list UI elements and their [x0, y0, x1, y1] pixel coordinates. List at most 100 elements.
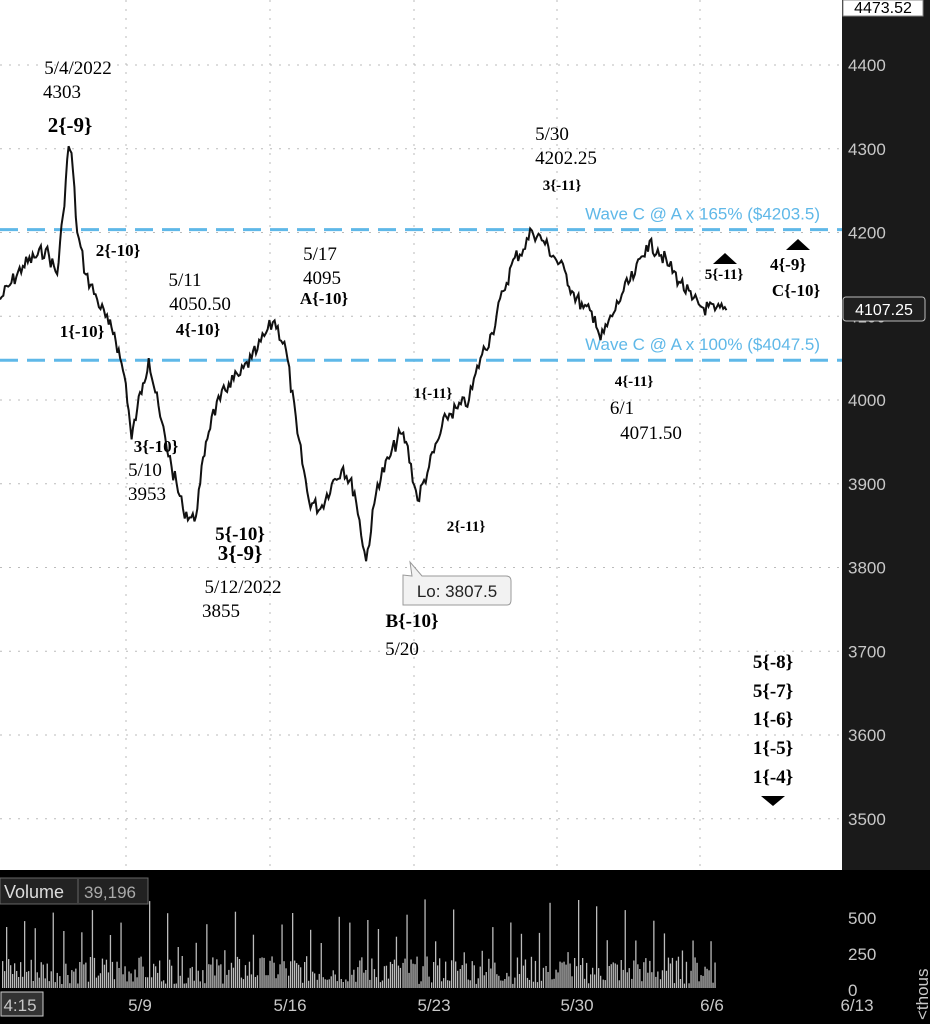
volume-bar — [145, 977, 147, 988]
volume-bar — [216, 959, 218, 988]
volume-bar — [391, 964, 394, 988]
volume-bar — [167, 913, 169, 988]
volume-bar — [140, 956, 142, 988]
volume-bar — [475, 983, 477, 988]
volume-bar — [218, 965, 220, 988]
volume-bar — [683, 983, 686, 988]
volume-bar — [420, 981, 422, 988]
volume-bar — [569, 963, 571, 988]
volume-bar — [694, 957, 696, 988]
volume-bar — [52, 912, 54, 988]
volume-bar — [285, 968, 287, 988]
volume-bar — [95, 977, 98, 988]
volume-bar — [244, 965, 247, 988]
volume-tick-250: 250 — [848, 945, 876, 964]
volume-bar — [345, 979, 347, 988]
volume-bar — [240, 977, 243, 988]
annotation-text: 5/30 — [535, 124, 569, 145]
annotation-text: 1{-5} — [753, 738, 793, 759]
volume-bar — [204, 983, 206, 988]
volume-bar — [6, 927, 8, 988]
volume-bar — [118, 968, 120, 988]
volume-bar — [208, 964, 210, 988]
volume-bar — [63, 931, 65, 988]
y-tick-label: 3600 — [848, 726, 886, 745]
volume-bar — [567, 952, 569, 988]
volume-bar — [177, 947, 179, 988]
volume-bar — [606, 940, 608, 988]
annotation-text: 5{-10} — [215, 524, 265, 545]
volume-bar — [393, 959, 396, 988]
volume-bar — [510, 922, 512, 988]
y-tick-label: 4300 — [848, 140, 886, 159]
volume-bar — [397, 965, 400, 988]
volume-bar — [516, 957, 519, 988]
annotation-text: 1{-4} — [753, 767, 793, 788]
volume-bar — [16, 971, 18, 988]
volume-bar — [498, 975, 500, 988]
volume-bar — [238, 959, 241, 988]
volume-bar — [524, 959, 527, 988]
volume-bar — [189, 968, 191, 988]
volume-bar — [622, 969, 624, 988]
volume-bar — [653, 920, 655, 988]
volume-tick-0: 0 — [848, 981, 857, 1000]
volume-bar — [538, 932, 541, 988]
volume-bar — [65, 963, 67, 988]
volume-bar — [614, 963, 616, 988]
volume-bar — [663, 933, 666, 988]
volume-bar — [520, 933, 523, 988]
volume-bar — [602, 979, 604, 988]
volume-bar — [250, 974, 253, 988]
volume-bar — [206, 924, 208, 988]
wave-line-label: Wave C @ A x 100% ($4047.5) — [585, 335, 820, 354]
volume-bar — [385, 965, 388, 988]
volume-bar — [449, 980, 451, 988]
annotation-text: 4{-10} — [176, 320, 221, 339]
volume-bar — [532, 981, 535, 988]
volume-bar — [659, 979, 662, 988]
volume-bar — [328, 979, 330, 988]
volume-bar — [367, 920, 369, 988]
volume-bar — [120, 922, 122, 988]
volume-bar — [298, 964, 300, 988]
volume-bar — [616, 964, 618, 988]
volume-bar — [712, 982, 714, 988]
volume-bar — [93, 957, 96, 988]
volume-bar — [528, 979, 531, 988]
volume-bar — [163, 980, 165, 988]
annotation-text: 5/20 — [385, 639, 419, 660]
volume-bar — [24, 921, 26, 988]
volume-bar — [490, 968, 492, 988]
volume-bar — [263, 957, 265, 988]
volume-bar — [414, 964, 416, 988]
volume-bar — [181, 956, 183, 988]
volume-bar — [441, 981, 443, 988]
volume-bar — [506, 972, 508, 988]
volume-bar — [496, 974, 498, 988]
volume-bar — [641, 981, 643, 988]
volume-bar — [669, 963, 672, 988]
volume-bar — [67, 975, 69, 988]
volume-bar — [173, 983, 175, 988]
volume-bar — [175, 983, 177, 988]
volume-bar — [142, 966, 144, 988]
volume-bar — [690, 970, 692, 988]
volume-bar — [540, 980, 543, 988]
volume-bars — [2, 899, 716, 988]
volume-bar — [224, 950, 226, 988]
x-tick-label: 5/30 — [560, 996, 593, 1015]
volume-bar — [457, 970, 459, 988]
volume-bar — [105, 959, 108, 988]
volume-bar — [132, 981, 134, 988]
volume-bar — [635, 940, 637, 988]
volume-bar — [18, 977, 20, 988]
volume-bar — [134, 969, 136, 988]
volume-bar — [571, 976, 573, 988]
volume-bar — [109, 935, 112, 988]
volume-bar — [359, 960, 361, 988]
volume-bar — [363, 972, 365, 988]
volume-bar — [312, 971, 314, 988]
volume-bar — [195, 942, 197, 988]
volume-bar — [126, 981, 128, 988]
